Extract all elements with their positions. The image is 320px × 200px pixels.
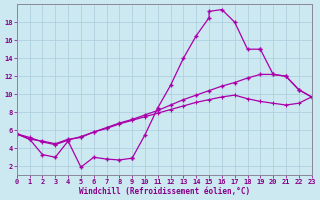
X-axis label: Windchill (Refroidissement éolien,°C): Windchill (Refroidissement éolien,°C) [79,187,250,196]
